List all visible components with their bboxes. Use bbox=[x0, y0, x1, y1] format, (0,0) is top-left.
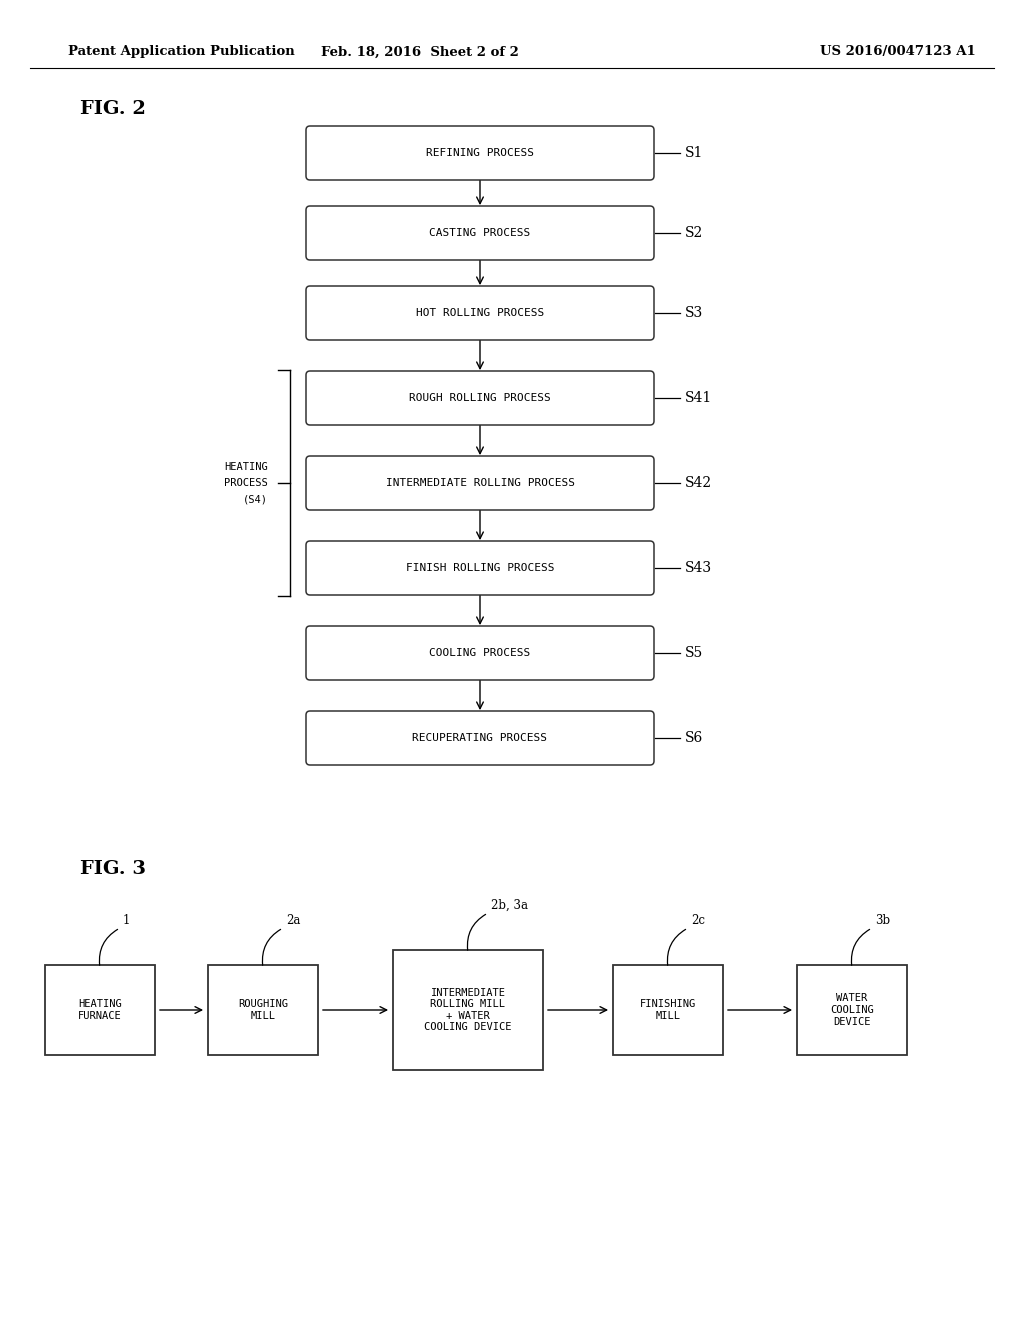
Text: FINISH ROLLING PROCESS: FINISH ROLLING PROCESS bbox=[406, 564, 554, 573]
FancyBboxPatch shape bbox=[306, 626, 654, 680]
Text: COOLING PROCESS: COOLING PROCESS bbox=[429, 648, 530, 657]
Text: S5: S5 bbox=[685, 645, 703, 660]
FancyBboxPatch shape bbox=[306, 711, 654, 766]
Text: PROCESS: PROCESS bbox=[224, 478, 268, 488]
FancyBboxPatch shape bbox=[613, 965, 723, 1055]
Text: CASTING PROCESS: CASTING PROCESS bbox=[429, 228, 530, 238]
Text: 2c: 2c bbox=[691, 913, 705, 927]
Text: HEATING: HEATING bbox=[224, 462, 268, 473]
Text: S3: S3 bbox=[685, 306, 703, 319]
FancyBboxPatch shape bbox=[45, 965, 155, 1055]
Text: 2b, 3a: 2b, 3a bbox=[490, 899, 528, 912]
Text: S41: S41 bbox=[685, 391, 713, 405]
Text: ROUGH ROLLING PROCESS: ROUGH ROLLING PROCESS bbox=[410, 393, 551, 403]
Text: FINISHING
MILL: FINISHING MILL bbox=[640, 999, 696, 1020]
FancyBboxPatch shape bbox=[393, 950, 543, 1071]
FancyBboxPatch shape bbox=[306, 455, 654, 510]
Text: REFINING PROCESS: REFINING PROCESS bbox=[426, 148, 534, 158]
Text: INTERMEDIATE ROLLING PROCESS: INTERMEDIATE ROLLING PROCESS bbox=[385, 478, 574, 488]
Text: FIG. 3: FIG. 3 bbox=[80, 861, 146, 878]
Text: INTERMEDIATE
ROLLING MILL
+ WATER
COOLING DEVICE: INTERMEDIATE ROLLING MILL + WATER COOLIN… bbox=[424, 987, 512, 1032]
Text: RECUPERATING PROCESS: RECUPERATING PROCESS bbox=[413, 733, 548, 743]
Text: S1: S1 bbox=[685, 147, 703, 160]
FancyBboxPatch shape bbox=[306, 286, 654, 341]
Text: Feb. 18, 2016  Sheet 2 of 2: Feb. 18, 2016 Sheet 2 of 2 bbox=[322, 45, 519, 58]
FancyBboxPatch shape bbox=[306, 371, 654, 425]
Text: HEATING
FURNACE: HEATING FURNACE bbox=[78, 999, 122, 1020]
Text: S43: S43 bbox=[685, 561, 712, 576]
Text: 1: 1 bbox=[123, 913, 130, 927]
Text: S2: S2 bbox=[685, 226, 703, 240]
FancyBboxPatch shape bbox=[797, 965, 907, 1055]
Text: US 2016/0047123 A1: US 2016/0047123 A1 bbox=[820, 45, 976, 58]
FancyBboxPatch shape bbox=[208, 965, 318, 1055]
Text: S6: S6 bbox=[685, 731, 703, 744]
Text: WATER
COOLING
DEVICE: WATER COOLING DEVICE bbox=[830, 994, 873, 1027]
FancyBboxPatch shape bbox=[306, 541, 654, 595]
Text: (S4): (S4) bbox=[243, 494, 268, 504]
Text: ROUGHING
MILL: ROUGHING MILL bbox=[238, 999, 288, 1020]
FancyBboxPatch shape bbox=[306, 206, 654, 260]
Text: FIG. 2: FIG. 2 bbox=[80, 100, 145, 117]
Text: Patent Application Publication: Patent Application Publication bbox=[68, 45, 295, 58]
Text: S42: S42 bbox=[685, 477, 712, 490]
Text: HOT ROLLING PROCESS: HOT ROLLING PROCESS bbox=[416, 308, 544, 318]
Text: 2a: 2a bbox=[286, 913, 300, 927]
Text: 3b: 3b bbox=[874, 913, 890, 927]
FancyBboxPatch shape bbox=[306, 125, 654, 180]
